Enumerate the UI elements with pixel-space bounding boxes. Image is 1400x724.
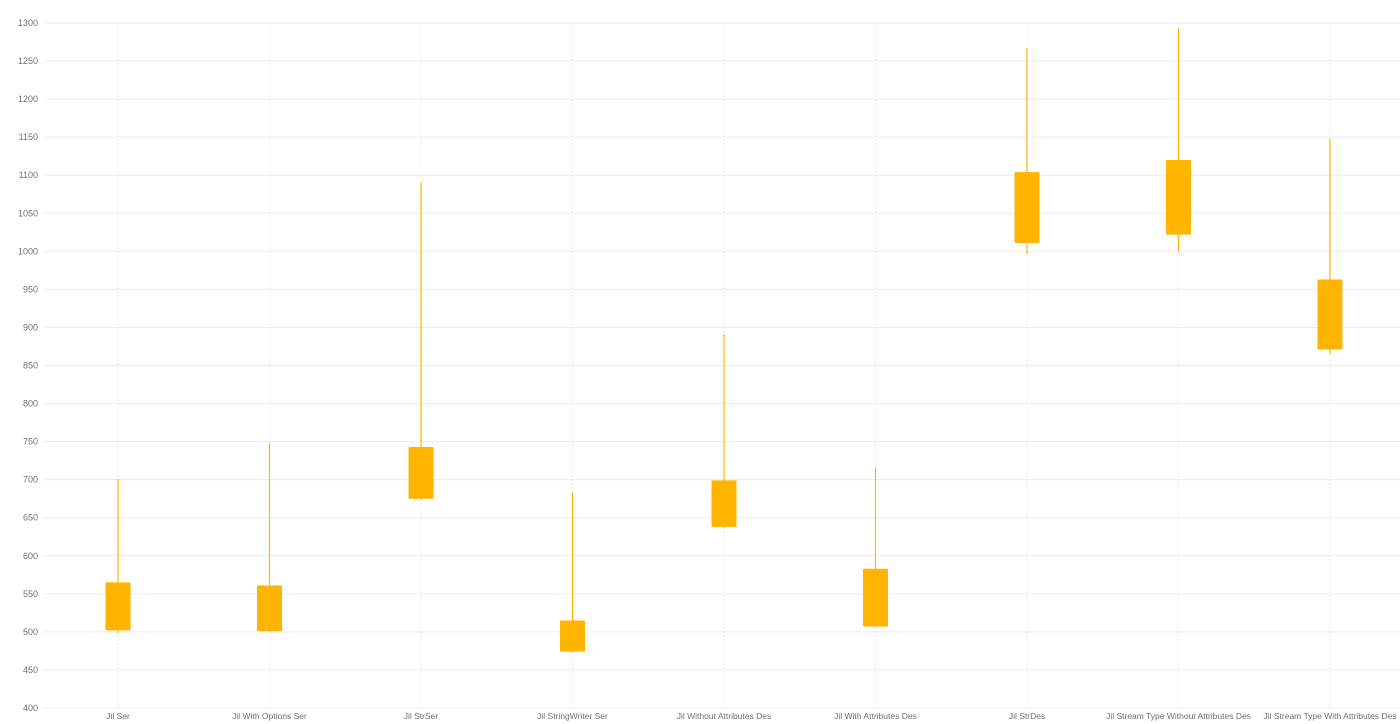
y-tick-label: 650 [23, 513, 38, 523]
candle-body [1317, 279, 1343, 350]
candle [863, 467, 888, 628]
y-axis: 400 450 500 550 600 650 700 750 800 850 900 950 1000… [18, 18, 38, 713]
x-tick-label: Jil StrSer [404, 711, 439, 721]
candles [105, 28, 1343, 653]
y-tick-label: 450 [23, 665, 38, 675]
x-tick-label: Jil With Options Ser [232, 711, 307, 721]
x-axis: Jil Ser Jil With Options Ser Jil StrSer Jil… [106, 711, 1396, 721]
candle [1166, 28, 1191, 252]
x-tick-label: Jil Stream Type With Attributes Des [1263, 711, 1396, 721]
x-tick-label: Jil Stream Type Without Attributes Des [1106, 711, 1251, 721]
candle-body [105, 582, 131, 631]
candle [711, 334, 737, 529]
y-tick-label: 1250 [18, 56, 38, 66]
x-tick-label: Jil StrDes [1009, 711, 1045, 721]
candle-body [560, 620, 585, 652]
x-tick-label: Jil Without Attributes Des [677, 711, 771, 721]
y-tick-label: 850 [23, 361, 38, 371]
y-tick-label: 900 [23, 322, 38, 332]
y-tick-label: 400 [23, 703, 38, 713]
y-tick-label: 1000 [18, 246, 38, 256]
candle-body [408, 446, 434, 499]
candle [1317, 138, 1343, 355]
candle [105, 478, 131, 634]
y-tick-label: 1050 [18, 208, 38, 218]
candle-body [257, 585, 282, 632]
y-tick-label: 1300 [18, 18, 38, 28]
y-tick-label: 500 [23, 627, 38, 637]
y-tick-label: 1200 [18, 94, 38, 104]
y-tick-label: 1100 [19, 170, 38, 180]
grid [44, 22, 1400, 709]
candle-body [1014, 172, 1040, 243]
x-tick-label: Jil Ser [106, 711, 130, 721]
y-tick-label: 600 [23, 551, 38, 561]
y-tick-label: 750 [23, 437, 38, 447]
candle-body [1166, 160, 1191, 235]
y-tick-label: 800 [23, 399, 38, 409]
x-tick-label: Jil With Attributes Des [834, 711, 917, 721]
candle [408, 182, 434, 501]
y-tick-label: 550 [23, 589, 38, 599]
y-tick-label: 700 [23, 475, 38, 485]
y-tick-label: 950 [23, 284, 38, 294]
candle [257, 443, 282, 632]
y-tick-label: 1150 [19, 132, 38, 142]
candle [560, 492, 585, 653]
candle-body [863, 568, 888, 627]
candle [1014, 48, 1040, 255]
candle-body [711, 480, 737, 527]
x-tick-label: Jil StringWriter Ser [537, 711, 608, 721]
